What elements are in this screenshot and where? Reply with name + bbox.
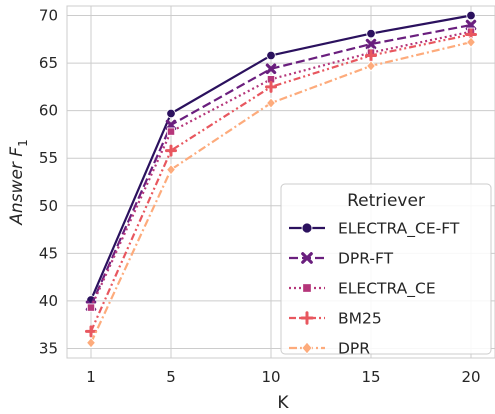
y-tick-label: 70 [39, 7, 58, 25]
data-point [364, 49, 378, 62]
x-tick-label: 20 [461, 368, 480, 386]
data-point [86, 303, 96, 312]
y-axis-label-subscript: 1 [16, 139, 30, 147]
x-tick-label: 15 [361, 368, 380, 386]
legend-label: DPR [338, 340, 370, 358]
legend-entries: ELECTRA_CE-FT DPR-FT ELECTRA_CE BM25 DPR [289, 220, 460, 358]
y-tick-label: 40 [39, 292, 58, 310]
x-axis-label: K [277, 393, 289, 413]
legend-marker [301, 252, 313, 264]
data-point [465, 19, 477, 31]
legend-label: BM25 [338, 310, 382, 328]
data-point [366, 28, 376, 39]
legend-entry: DPR-FT [289, 250, 394, 268]
legend-marker [302, 283, 312, 293]
y-axis-label: Answer F1 [7, 139, 30, 225]
data-point [86, 337, 96, 349]
data-point [166, 127, 176, 136]
y-tick-label: 55 [39, 149, 58, 167]
legend-label: ELECTRA_CE [338, 280, 436, 299]
series-layer [84, 10, 478, 349]
legend-entry: DPR [289, 340, 370, 358]
data-point [365, 38, 377, 50]
y-tick-label: 60 [39, 102, 58, 120]
x-tick-label: 5 [166, 368, 176, 386]
data-point [166, 108, 176, 119]
legend-marker [300, 311, 314, 325]
legend-label: DPR-FT [338, 250, 394, 268]
data-point [466, 36, 476, 48]
data-point [466, 10, 476, 21]
x-tick-label: 1 [86, 368, 96, 386]
x-tick-label: 10 [261, 368, 280, 386]
legend-label: ELECTRA_CE-FT [338, 220, 460, 239]
data-point [366, 60, 376, 72]
data-point [266, 97, 276, 109]
legend-entry: BM25 [289, 310, 382, 328]
data-point [266, 50, 276, 61]
legend-title: Retriever [347, 191, 425, 211]
series-dpr [86, 36, 476, 349]
data-point [165, 119, 177, 131]
legend-box [280, 183, 492, 355]
legend-entry: ELECTRA_CE [289, 280, 436, 299]
data-point [164, 144, 178, 157]
plot-frame [66, 5, 495, 359]
legend-entry: ELECTRA_CE-FT [289, 220, 460, 239]
y-tick-label: 35 [39, 339, 58, 357]
legend: Retriever ELECTRA_CE-FT DPR-FT ELECTRA_CE B… [280, 183, 492, 358]
data-point [265, 63, 277, 75]
data-point [264, 80, 278, 93]
data-point [166, 164, 176, 176]
y-axis-label-main: Answer F [7, 147, 27, 226]
legend-marker [301, 341, 313, 355]
data-point [84, 325, 98, 338]
y-tick-label: 45 [39, 244, 58, 262]
y-tick-label: 65 [39, 54, 58, 72]
y-tick-label: 50 [39, 197, 58, 215]
legend-marker [301, 222, 313, 234]
